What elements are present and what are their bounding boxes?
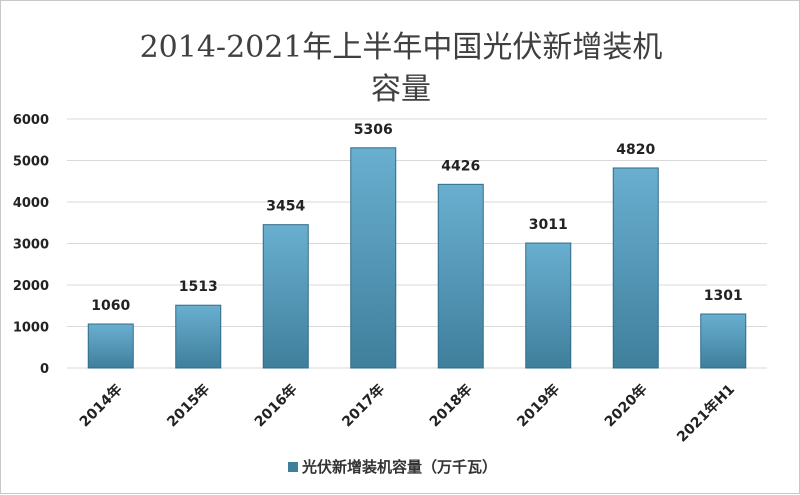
bar <box>87 323 134 369</box>
x-tick-label: 2020年 <box>601 381 650 430</box>
y-tick-label: 4000 <box>13 196 49 211</box>
y-tick-label: 0 <box>40 362 49 377</box>
data-label: 4820 <box>616 142 655 158</box>
bar <box>700 313 747 369</box>
data-labels: 1060 1513 3454 5306 4426 3011 4820 1301 <box>91 122 742 314</box>
x-tick-label: 2016年 <box>251 381 300 430</box>
legend-label: 光伏新增装机容量（万千瓦） <box>301 458 497 476</box>
x-axis-ticks: 2014年 2015年 2016年 2017年 2018年 2019年 2020年 2021年… <box>76 381 738 446</box>
x-tick-label: 2018年 <box>426 381 475 430</box>
chart-title-line-2: 容量 <box>371 72 431 107</box>
data-label: 1060 <box>91 298 130 314</box>
y-tick-label: 1000 <box>13 321 49 336</box>
bar <box>437 183 484 369</box>
x-tick-label: 2014年 <box>76 381 125 430</box>
x-tick-label: 2019年 <box>514 381 563 430</box>
bar <box>612 167 659 369</box>
x-tick-label: 2021年H1 <box>673 381 738 446</box>
bars <box>87 147 747 369</box>
y-tick-label: 3000 <box>13 238 49 253</box>
legend: 光伏新增装机容量（万千瓦） <box>288 458 497 476</box>
data-label: 3454 <box>266 199 305 215</box>
bar <box>350 147 397 369</box>
y-tick-label: 5000 <box>13 155 49 170</box>
chart-title-line-1: 2014-2021年上半年中国光伏新增装机 <box>140 30 663 65</box>
bar <box>262 224 309 369</box>
bar <box>525 242 572 369</box>
y-tick-label: 6000 <box>13 113 49 128</box>
data-label: 5306 <box>354 122 393 138</box>
bar <box>175 304 222 369</box>
gridlines <box>67 118 767 369</box>
data-label: 1301 <box>704 288 743 304</box>
x-tick-label: 2015年 <box>164 381 213 430</box>
data-label: 4426 <box>441 158 480 174</box>
x-tick-label: 2017年 <box>339 381 388 430</box>
data-label: 1513 <box>179 279 218 295</box>
data-label: 3011 <box>529 217 568 233</box>
y-axis-ticks: 0 1000 2000 3000 4000 5000 6000 <box>13 113 49 377</box>
y-tick-label: 2000 <box>13 279 49 294</box>
legend-swatch <box>288 462 298 472</box>
